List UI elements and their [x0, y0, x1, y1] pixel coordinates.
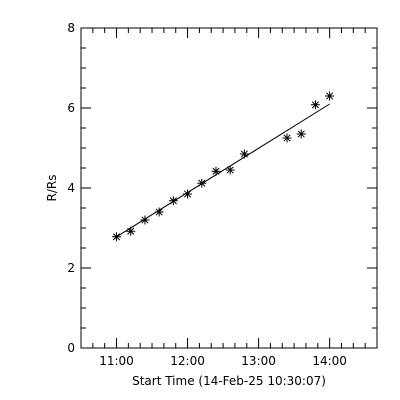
y-tick-label: 4 [67, 181, 75, 195]
data-point-marker [168, 196, 178, 206]
x-axis-title: Start Time (14-Feb-25 10:30:07) [132, 374, 326, 388]
data-point-marker [154, 207, 164, 217]
data-point-marker [197, 178, 207, 188]
x-tick-label: 13:00 [241, 354, 276, 368]
y-axis-ticks: 0 2 4 6 8 [67, 21, 377, 355]
x-tick-label: 12:00 [170, 354, 205, 368]
data-points [112, 91, 335, 242]
x-axis-ticks: 11:00 12:00 13:00 14:00 [80, 28, 378, 368]
plot-frame [80, 27, 378, 349]
data-point-marker [325, 91, 335, 101]
y-tick-label: 0 [67, 341, 75, 355]
fit-line [116, 103, 330, 238]
fit-line-group [116, 103, 330, 238]
data-point-marker [140, 215, 150, 225]
data-point-marker [183, 189, 193, 199]
x-tick-label: 11:00 [99, 354, 134, 368]
data-point-marker [126, 226, 136, 236]
data-point-marker [310, 100, 320, 110]
data-point-marker [239, 149, 249, 159]
data-point-marker [296, 129, 306, 139]
data-point-marker [225, 165, 235, 175]
x-tick-label: 14:00 [312, 354, 347, 368]
y-axis-title: R/Rs [45, 175, 59, 202]
data-point-marker [282, 133, 292, 143]
y-tick-label: 2 [67, 261, 75, 275]
data-point-marker [112, 232, 122, 242]
data-point-marker [211, 166, 221, 176]
y-tick-label: 6 [67, 101, 75, 115]
y-tick-label: 8 [67, 21, 75, 35]
